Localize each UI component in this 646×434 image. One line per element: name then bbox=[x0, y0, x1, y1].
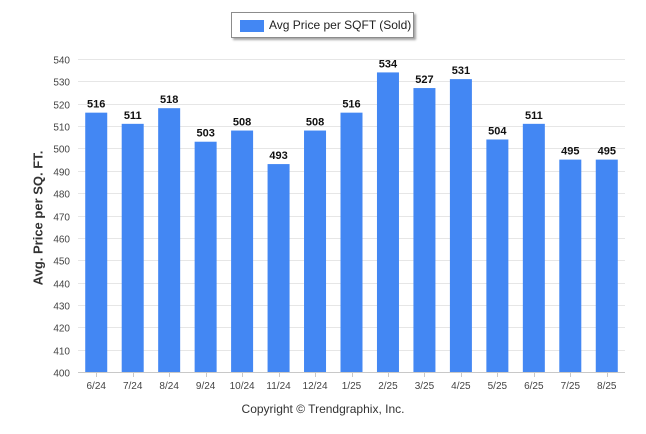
data-label: 508 bbox=[233, 117, 251, 129]
bar bbox=[486, 139, 509, 372]
x-tick-label: 12/24 bbox=[303, 381, 328, 392]
bars bbox=[85, 72, 618, 373]
bar bbox=[449, 79, 472, 372]
y-tick-label: 470 bbox=[53, 213, 70, 224]
y-tick-label: 530 bbox=[53, 78, 70, 89]
y-tick-label: 520 bbox=[53, 101, 70, 112]
data-label: 518 bbox=[160, 94, 178, 106]
bar bbox=[595, 159, 618, 372]
legend[interactable]: Avg Price per SQFT (Sold) bbox=[231, 12, 414, 38]
x-tick-label: 3/25 bbox=[415, 381, 435, 392]
y-tick-label: 400 bbox=[53, 369, 70, 380]
y-tick-label: 460 bbox=[53, 235, 70, 246]
bar bbox=[231, 130, 254, 372]
x-tick-label: 2/25 bbox=[378, 381, 398, 392]
bar bbox=[267, 164, 290, 372]
copyright-footer: Copyright © Trendgraphix, Inc. bbox=[241, 402, 405, 416]
y-tick-label: 480 bbox=[53, 190, 70, 201]
data-label: 534 bbox=[379, 58, 398, 70]
data-label: 503 bbox=[196, 128, 214, 140]
data-label: 511 bbox=[525, 110, 543, 122]
y-tick-label: 410 bbox=[53, 347, 70, 358]
data-label: 516 bbox=[342, 99, 360, 111]
x-tick-label: 4/25 bbox=[451, 381, 471, 392]
y-tick-label: 440 bbox=[53, 280, 70, 291]
x-tick-label: 5/25 bbox=[488, 381, 508, 392]
x-tick-label: 10/24 bbox=[230, 381, 255, 392]
data-label: 516 bbox=[87, 99, 105, 111]
bar bbox=[194, 141, 217, 372]
x-tick-label: 6/24 bbox=[86, 381, 106, 392]
y-axis-ticks: 400 410 420 430 440 450 460 470 480 490 500 510 520 5… bbox=[53, 56, 70, 380]
bar bbox=[158, 108, 181, 372]
data-label: 511 bbox=[124, 110, 142, 122]
bar bbox=[304, 130, 327, 372]
y-tick-label: 500 bbox=[53, 145, 70, 156]
y-tick-label: 510 bbox=[53, 123, 70, 134]
y-tick-label: 540 bbox=[53, 56, 70, 67]
data-label: 504 bbox=[488, 125, 507, 137]
x-tick-label: 11/24 bbox=[266, 381, 291, 392]
bar bbox=[413, 88, 436, 373]
y-tick-label: 420 bbox=[53, 324, 70, 335]
x-tick-label: 8/24 bbox=[159, 381, 179, 392]
data-label: 531 bbox=[452, 65, 470, 77]
x-axis-ticks: 6/24 7/24 8/24 9/24 10/24 11/24 12/24 1/25 2/25 3… bbox=[86, 372, 617, 392]
y-axis-label: Avg. Price per SQ. FT. bbox=[30, 150, 46, 286]
data-label: 495 bbox=[561, 146, 579, 158]
data-label: 508 bbox=[306, 117, 324, 129]
y-tick-label: 490 bbox=[53, 168, 70, 179]
data-label: 495 bbox=[598, 146, 616, 158]
bar bbox=[121, 123, 144, 372]
y-tick-label: 430 bbox=[53, 302, 70, 313]
bar bbox=[340, 112, 363, 373]
x-tick-label: 8/25 bbox=[597, 381, 617, 392]
legend-label: Avg Price per SQFT (Sold) bbox=[269, 18, 412, 32]
bar bbox=[559, 159, 582, 372]
data-label: 493 bbox=[269, 150, 287, 162]
data-label: 527 bbox=[415, 74, 433, 86]
x-tick-label: 9/24 bbox=[196, 381, 216, 392]
bar bbox=[376, 72, 399, 373]
data-labels: 516 511 518 503 508 493 508 516 534 527 531 504 511 4… bbox=[87, 58, 616, 162]
legend-swatch bbox=[240, 20, 264, 32]
bar bbox=[85, 112, 108, 373]
y-tick-label: 450 bbox=[53, 257, 70, 268]
x-tick-label: 7/24 bbox=[123, 381, 143, 392]
bar bbox=[522, 123, 545, 372]
x-tick-label: 1/25 bbox=[342, 381, 362, 392]
x-tick-label: 7/25 bbox=[561, 381, 581, 392]
x-tick-label: 6/25 bbox=[524, 381, 544, 392]
